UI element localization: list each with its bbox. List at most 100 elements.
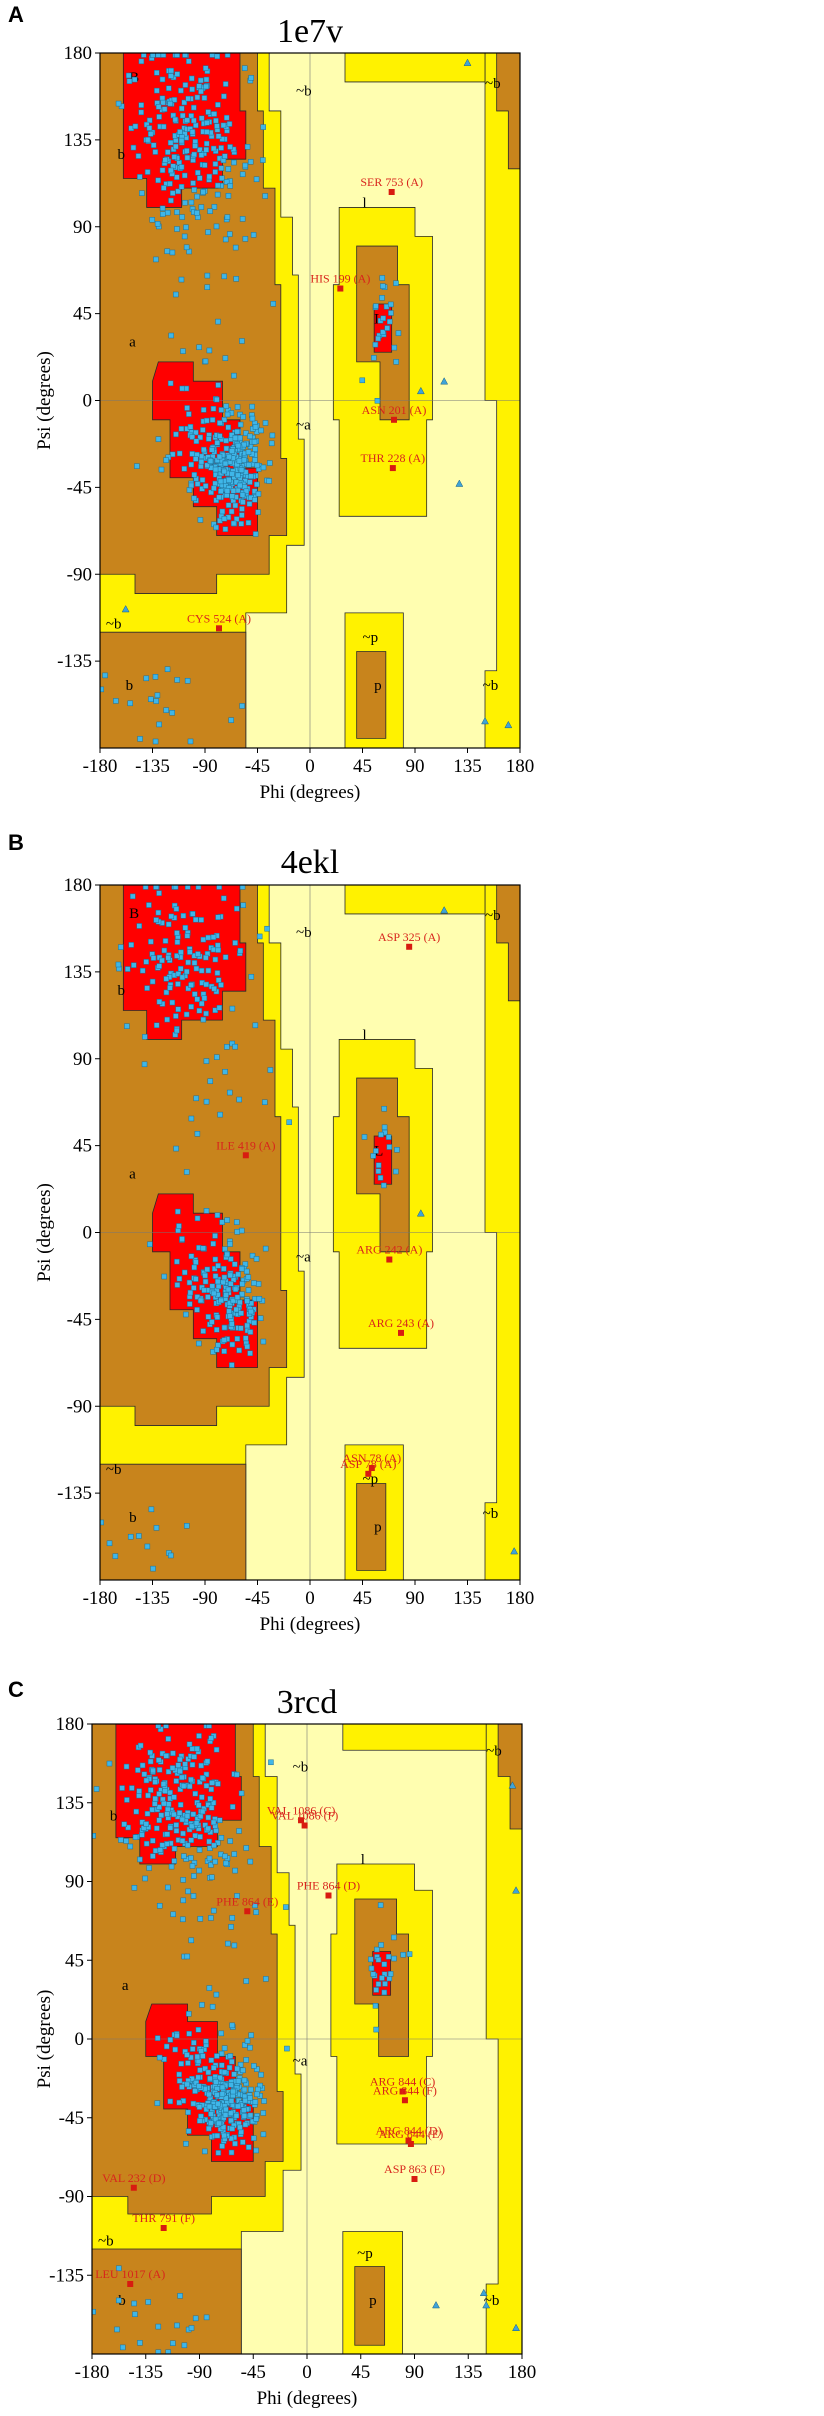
residue-point: [173, 291, 179, 298]
residue-point: [156, 114, 162, 120]
residue-point: [170, 1911, 176, 1918]
residue-point: [197, 1834, 203, 1840]
residue-point: [165, 954, 172, 961]
residue-point: [186, 1279, 193, 1286]
residue-point: [184, 885, 191, 890]
residue-point: [211, 111, 217, 117]
residue-point: [144, 169, 151, 175]
residue-point: [173, 1145, 179, 1152]
residue-point: [153, 256, 159, 263]
residue-point: [191, 472, 198, 478]
residue-point: [213, 1991, 220, 1998]
residue-point: [202, 1272, 208, 1279]
residue-point: [188, 1004, 194, 1010]
residue-point: [233, 2112, 240, 2119]
residue-point: [172, 885, 179, 890]
residue-point: [159, 76, 166, 83]
residue-point: [193, 122, 199, 129]
residue-point: [203, 954, 209, 961]
residue-point: [228, 2117, 234, 2124]
residue-point: [203, 1783, 210, 1789]
residue-point: [148, 1787, 154, 1793]
residue-point: [191, 495, 197, 502]
residue-point: [216, 1005, 223, 1011]
residue-point: [192, 143, 198, 149]
region-label: ~b: [296, 83, 312, 99]
y-tick-label: 0: [83, 1223, 93, 1244]
outlier-point: [401, 2097, 408, 2104]
residue-point: [198, 917, 205, 923]
residue-point: [194, 481, 201, 487]
residue-point: [252, 1902, 258, 1909]
residue-point: [186, 58, 192, 65]
residue-point: [137, 174, 143, 180]
region-label: ~b: [293, 1759, 309, 1775]
residue-point: [182, 199, 188, 206]
residue-point: [225, 193, 232, 199]
glycine-point: [440, 906, 449, 914]
residue-point: [204, 272, 211, 279]
residue-point: [106, 1760, 113, 1767]
glycine-point: [512, 1886, 520, 1894]
region-label: ~a: [296, 417, 311, 433]
residue-point: [247, 159, 254, 165]
residue-point: [173, 1822, 179, 1828]
residue-point: [216, 2120, 222, 2127]
residue-point: [253, 2147, 259, 2154]
y-tick-label: 45: [65, 1950, 84, 1971]
residue-point: [223, 114, 230, 121]
residue-point: [199, 486, 205, 492]
residue-point: [155, 436, 162, 442]
residue-point: [197, 175, 203, 181]
residue-point: [226, 1089, 233, 1096]
residue-point: [241, 2113, 248, 2119]
glycine-point: [482, 2300, 491, 2309]
glycine-point: [510, 1547, 519, 1555]
residue-point: [232, 502, 239, 509]
residue-point: [169, 999, 176, 1006]
residue-point: [254, 2091, 260, 2098]
residue-point: [154, 2100, 161, 2106]
residue-point: [189, 75, 195, 82]
residue-point: [240, 414, 246, 420]
residue-point: [223, 179, 230, 185]
residue-point: [198, 115, 205, 122]
residue-point: [239, 1281, 245, 1287]
residue-point: [225, 424, 231, 431]
outlier-label: ASP 325 (A): [378, 930, 440, 944]
residue-point: [191, 1873, 197, 1879]
residue-point: [373, 1148, 379, 1154]
region-label: ~b: [106, 1462, 122, 1478]
residue-point: [207, 2075, 213, 2082]
residue-point: [192, 2088, 198, 2094]
residue-point: [156, 721, 162, 728]
residue-point: [209, 53, 215, 58]
residue-point: [247, 1329, 254, 1335]
region-yellow: [344, 885, 486, 915]
residue-point: [374, 1946, 380, 1953]
residue-point: [391, 344, 398, 351]
residue-point: [208, 2057, 215, 2064]
residue-point: [266, 478, 272, 484]
outlier-point: [407, 2141, 414, 2147]
x-tick-label: 90: [406, 1588, 425, 1609]
residue-point: [185, 2128, 192, 2134]
residue-point: [254, 2066, 260, 2072]
residue-point: [177, 129, 183, 135]
residue-point: [243, 2057, 249, 2063]
outlier-point: [405, 2137, 412, 2144]
residue-point: [226, 1308, 232, 1315]
residue-point: [205, 934, 212, 941]
residue-point: [149, 1806, 155, 1813]
residue-point: [260, 2131, 267, 2138]
residue-point: [146, 902, 152, 908]
residue-point: [201, 446, 207, 453]
residue-point: [141, 53, 147, 58]
residue-point: [181, 1853, 187, 1859]
residue-point: [188, 982, 194, 988]
residue-point: [178, 183, 185, 190]
residue-point: [161, 106, 168, 112]
residue-point: [211, 1842, 217, 1849]
residue-point: [247, 1350, 253, 1357]
